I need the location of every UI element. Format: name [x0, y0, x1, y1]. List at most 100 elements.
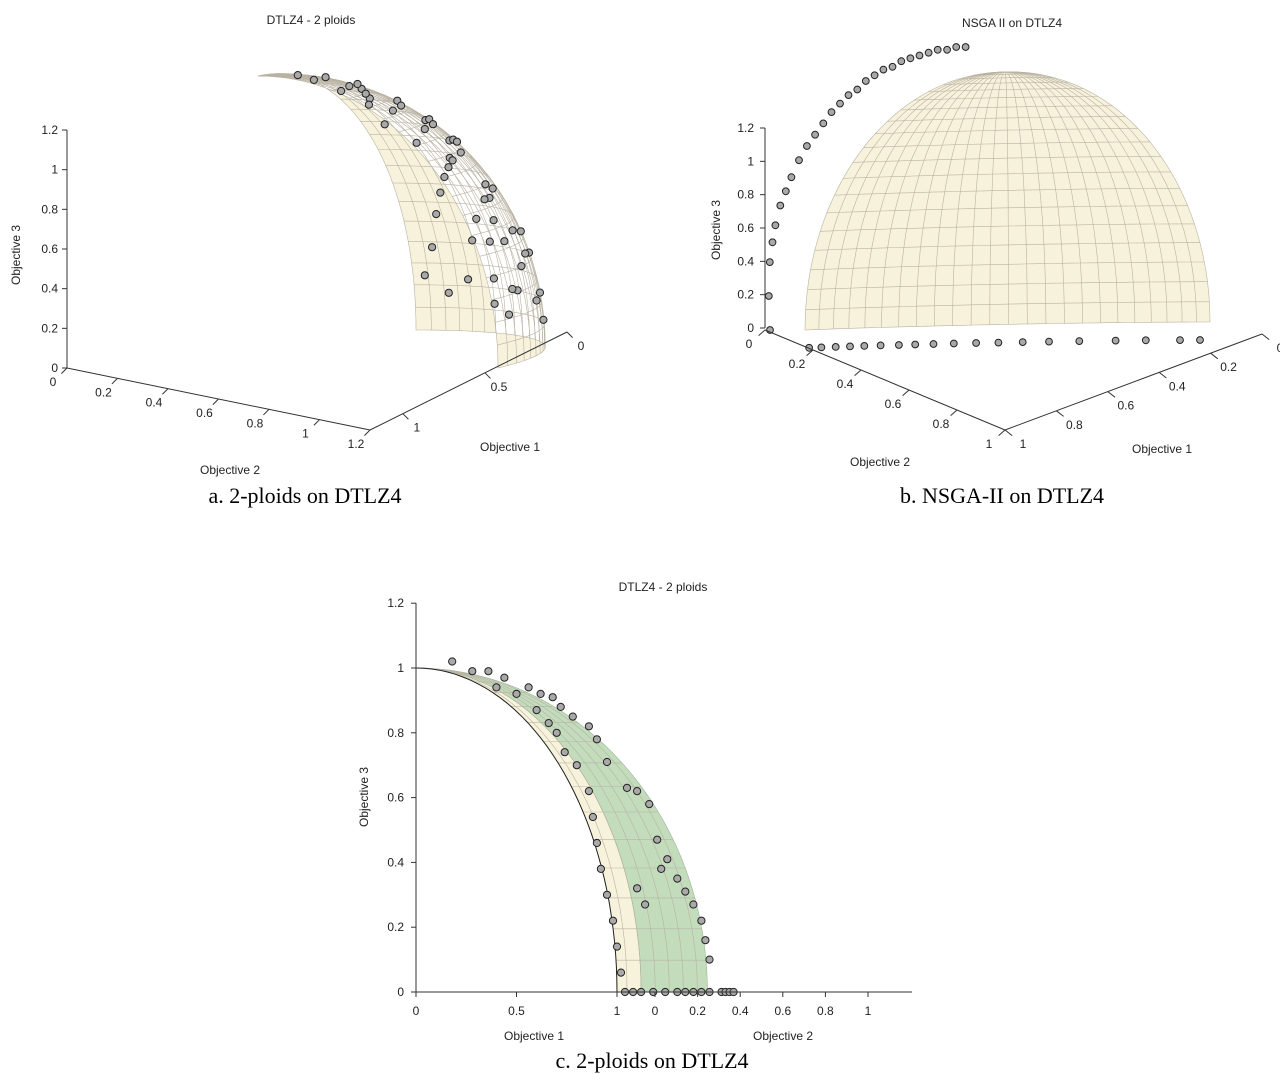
panel-c: DTLZ4 - 2 ploids 0 0.2 0.4 0.6 0.8 1 1.2 0 0.5 1…	[335, 565, 975, 1073]
panel-a-points	[293, 71, 548, 324]
panel-b-obj1-tick	[1056, 410, 1064, 417]
panel-b-z-tick-label: 0.8	[737, 188, 754, 202]
panel-c-point	[552, 728, 561, 737]
panel-a-point	[361, 89, 370, 98]
panel-c-y-tick-label: 1	[397, 661, 404, 675]
panel-b-point	[1045, 337, 1053, 346]
panel-c-point	[584, 787, 594, 796]
panel-a-obj2-tick-label: 1.2	[348, 437, 365, 451]
panel-a-point	[440, 172, 449, 182]
panel-b-obj2-ticks: 0 0.2 0.4 0.6 0.8 1	[746, 329, 1006, 451]
panel-b-parallel	[887, 116, 1126, 122]
panel-b-title: NSGA II on DTLZ4	[962, 16, 1062, 30]
panel-a-point	[539, 315, 548, 324]
panel-c-point	[556, 702, 565, 712]
panel-a-parallel	[270, 73, 281, 78]
panel-a-z-tick-label: 0.8	[41, 202, 58, 216]
panel-b-parallel	[810, 261, 1205, 271]
panel-c-point	[681, 887, 690, 896]
panel-b-point	[811, 130, 819, 139]
panel-a-point	[532, 296, 541, 305]
panel-c-point	[588, 812, 598, 822]
panel-c-point	[548, 693, 557, 702]
panel-b-z-tick-label: 1.2	[737, 121, 754, 135]
panel-a-obj1-tick	[484, 372, 491, 379]
panel-c-point	[448, 657, 457, 666]
panel-c-point	[572, 761, 581, 770]
panel-a-parallel	[385, 165, 491, 197]
panel-b-caption: b. NSGA-II on DTLZ4	[900, 483, 1104, 508]
panel-c-point	[592, 838, 602, 848]
panel-c-obj2-tick-label: 0.8	[817, 1004, 834, 1018]
panel-c-point	[532, 706, 541, 715]
panel-b-parallel	[928, 88, 1084, 92]
panel-a-point	[380, 120, 389, 129]
panel-a-point	[448, 156, 457, 165]
panel-a-parallel	[378, 149, 477, 179]
panel-c-y-tick-label: 0	[397, 985, 404, 999]
panel-c-title: DTLZ4 - 2 ploids	[619, 580, 708, 594]
panel-c-point	[512, 689, 521, 699]
panel-b-z-tick-label: 0.6	[737, 221, 754, 235]
panel-b-obj2-tick-label: 0.6	[885, 397, 902, 411]
panel-b-obj2-tick	[758, 329, 766, 336]
panel-b-surface	[804, 71, 1211, 331]
panel-b-obj1-tick-label: 0	[1277, 341, 1280, 355]
panel-b-point	[1141, 336, 1150, 345]
panel-b-parallel	[852, 156, 1161, 163]
panel-c-obj2-tick-label: 0.4	[732, 1004, 749, 1018]
panel-b-obj2-tick-label: 0.2	[789, 357, 806, 371]
panel-a-point	[508, 226, 517, 235]
panel-b-obj1-tick	[1261, 333, 1270, 340]
panel-b-obj2-tick	[902, 389, 910, 396]
panel-c-point	[560, 748, 569, 757]
panel-a-point	[412, 138, 421, 147]
panel-b: NSGA II on DTLZ4 0 0.2 0.4 0.6 0.8 1 1.2 Objec…	[709, 16, 1280, 508]
panel-b-point	[876, 341, 885, 350]
panel-a-point	[353, 79, 362, 89]
panel-a-point	[397, 101, 406, 110]
panel-a-point	[456, 148, 465, 157]
panel-c-point	[705, 955, 714, 964]
panel-b-point	[1018, 338, 1027, 347]
panel-c-point	[689, 900, 698, 909]
panel-a-point	[489, 216, 498, 225]
panel-c-point	[622, 783, 632, 793]
panel-a-background	[0, 0, 630, 480]
panel-b-point	[781, 187, 790, 196]
panel-a-point	[444, 163, 453, 172]
panel-b-parallel	[914, 96, 1099, 101]
panel-b-obj1-tick-label: 1	[1020, 437, 1027, 451]
panel-b-point	[853, 85, 862, 94]
panel-a-parallel	[350, 109, 428, 133]
panel-a-obj1-tick	[566, 331, 573, 338]
panel-b-point	[895, 341, 903, 349]
panel-a-point	[508, 284, 517, 294]
panel-b-point	[972, 339, 980, 347]
panel-b-obj2-tick-label: 0.4	[837, 377, 854, 391]
panel-a-obj2-tick-label: 0	[50, 375, 57, 389]
panel-a-obj2-tick-label: 0.8	[247, 416, 264, 430]
panel-b-point	[861, 77, 870, 85]
panel-b-point	[817, 343, 826, 352]
panel-c-point	[468, 667, 477, 676]
panel-c-point	[697, 916, 706, 925]
panel-b-parallel	[958, 77, 1053, 80]
panel-c-obj1-tick-label: 0.5	[508, 1004, 525, 1018]
panel-a-parallel	[329, 90, 389, 109]
panel-c-y-tick-label: 0.6	[387, 791, 404, 805]
panel-a-obj2-tick-label: 0.2	[95, 385, 112, 399]
panel-c-point	[633, 884, 642, 893]
panel-b-z-ticks: 0 0.2 0.4 0.6 0.8 1 1.2	[737, 121, 765, 335]
panel-b-point	[906, 54, 915, 63]
panel-b-obj1-tick-label: 0.4	[1169, 379, 1186, 393]
panel-b-z-label: Objective 3	[709, 200, 723, 260]
panel-b-parallel	[863, 141, 1150, 148]
panel-b-z-tick-label: 1	[747, 154, 754, 168]
panel-c-point	[616, 968, 626, 977]
panel-b-point	[768, 238, 777, 247]
panel-c-grid-arc	[415, 667, 670, 993]
panel-c-point	[524, 683, 533, 692]
panel-b-point	[897, 57, 906, 66]
panel-c-y-ticks: 0 0.2 0.4 0.6 0.8 1 1.2	[387, 596, 416, 999]
